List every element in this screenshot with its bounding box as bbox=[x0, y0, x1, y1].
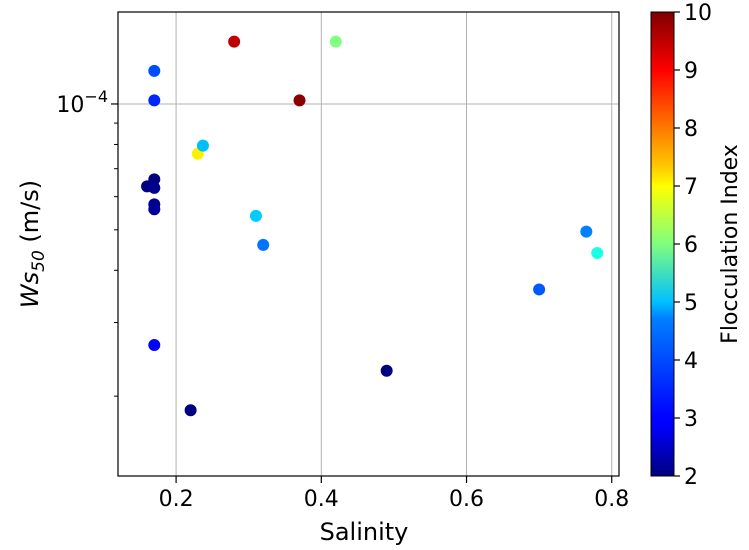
data-point bbox=[148, 203, 161, 216]
x-axis-ticks: 0.2 0.4 0.6 0.8 bbox=[159, 476, 629, 512]
data-point bbox=[329, 35, 342, 48]
y-tick-label: 10−4 bbox=[56, 87, 108, 118]
data-point bbox=[257, 238, 270, 251]
data-point bbox=[580, 225, 593, 238]
data-point bbox=[184, 404, 197, 417]
colorbar-tick-label: 5 bbox=[684, 291, 698, 316]
svg-text:Ws50 (m/s): Ws50 (m/s) bbox=[16, 180, 49, 308]
y-axis-ticks: 10−4 bbox=[56, 87, 118, 397]
colorbar bbox=[650, 11, 675, 477]
colorbar-tick-label: 6 bbox=[684, 233, 698, 258]
x-tick-label: 0.6 bbox=[449, 487, 484, 512]
data-point bbox=[148, 64, 161, 77]
data-points bbox=[141, 35, 604, 417]
colorbar-tick-label: 3 bbox=[684, 407, 698, 432]
grid-lines bbox=[118, 12, 619, 476]
colorbar-tick-label: 4 bbox=[684, 349, 698, 374]
colorbar-tick-label: 10 bbox=[684, 1, 712, 26]
x-tick-label: 0.2 bbox=[159, 487, 194, 512]
data-point bbox=[148, 173, 161, 186]
colorbar-tick-label: 8 bbox=[684, 117, 698, 142]
data-point bbox=[228, 35, 241, 48]
x-axis-label: Salinity bbox=[320, 518, 409, 546]
data-point bbox=[591, 247, 604, 260]
plot-frame bbox=[117, 11, 620, 477]
colorbar-tick-label: 2 bbox=[684, 465, 698, 490]
x-tick-label: 0.4 bbox=[304, 487, 339, 512]
colorbar-tick-label: 9 bbox=[684, 59, 698, 84]
data-point bbox=[148, 339, 161, 352]
data-point bbox=[148, 181, 161, 194]
data-point bbox=[196, 139, 209, 152]
colorbar-label: Flocculation Index bbox=[718, 144, 743, 344]
data-point bbox=[293, 94, 306, 107]
data-point bbox=[249, 209, 262, 222]
data-point bbox=[148, 94, 161, 107]
colorbar-tick-label: 7 bbox=[684, 175, 698, 200]
y-axis-label: Ws50 (m/s) bbox=[16, 180, 49, 308]
data-point bbox=[533, 283, 546, 296]
data-point bbox=[380, 364, 393, 377]
colorbar-ticks: 2 3 4 5 6 7 8 9 10 bbox=[674, 1, 712, 490]
x-tick-label: 0.8 bbox=[594, 487, 629, 512]
